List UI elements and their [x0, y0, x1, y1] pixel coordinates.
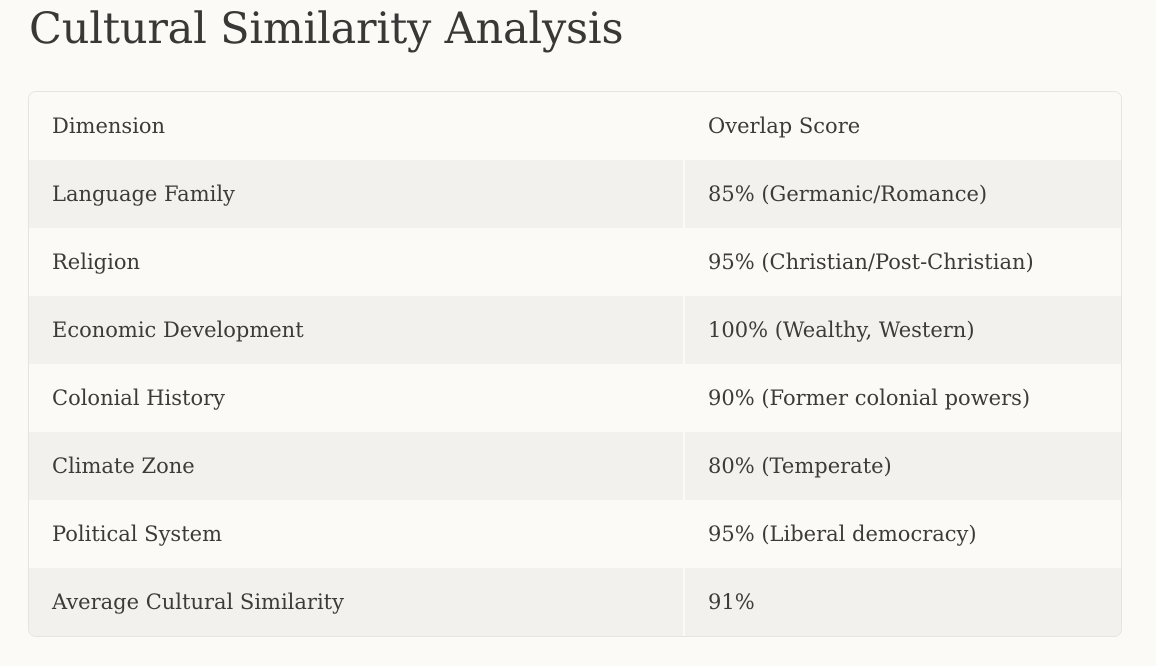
overlap-score-cell: 95% (Liberal democracy): [683, 500, 1121, 568]
table-row: Colonial History 90% (Former colonial po…: [29, 364, 1121, 432]
dimension-cell: Climate Zone: [52, 454, 195, 478]
dimension-cell: Economic Development: [52, 318, 304, 342]
overlap-score-cell: 80% (Temperate): [683, 432, 1121, 500]
overlap-score-cell: 95% (Christian/Post-Christian): [683, 228, 1121, 296]
table-row: Climate Zone 80% (Temperate): [29, 432, 1121, 500]
overlap-score-cell: 90% (Former colonial powers): [683, 364, 1121, 432]
column-header-overlap-score: Overlap Score: [683, 92, 1121, 160]
table-row: Economic Development 100% (Wealthy, West…: [29, 296, 1121, 364]
dimension-cell: Colonial History: [52, 386, 226, 410]
header-row: Dimension Overlap Score: [29, 92, 1121, 160]
overlap-score-cell: 100% (Wealthy, Western): [683, 296, 1121, 364]
dimension-cell: Religion: [52, 250, 140, 274]
table-row: Language Family 85% (Germanic/Romance): [29, 160, 1121, 228]
similarity-table: Dimension Overlap Score Language Family …: [29, 92, 1121, 636]
table-header: Dimension Overlap Score: [29, 92, 1121, 160]
column-header-dimension: Dimension: [52, 114, 166, 138]
overlap-score-cell: 85% (Germanic/Romance): [683, 160, 1121, 228]
table-row-average: Average Cultural Similarity 91%: [29, 568, 1121, 636]
table-body: Language Family 85% (Germanic/Romance) R…: [29, 160, 1121, 636]
page-title: Cultural Similarity Analysis: [29, 4, 624, 54]
table-row: Political System 95% (Liberal democracy): [29, 500, 1121, 568]
dimension-cell: Political System: [52, 522, 222, 546]
overlap-score-cell: 91%: [683, 568, 1121, 636]
dimension-cell: Language Family: [52, 182, 235, 206]
dimension-cell: Average Cultural Similarity: [52, 590, 344, 614]
table-row: Religion 95% (Christian/Post-Christian): [29, 228, 1121, 296]
similarity-table-container: Dimension Overlap Score Language Family …: [28, 91, 1122, 637]
